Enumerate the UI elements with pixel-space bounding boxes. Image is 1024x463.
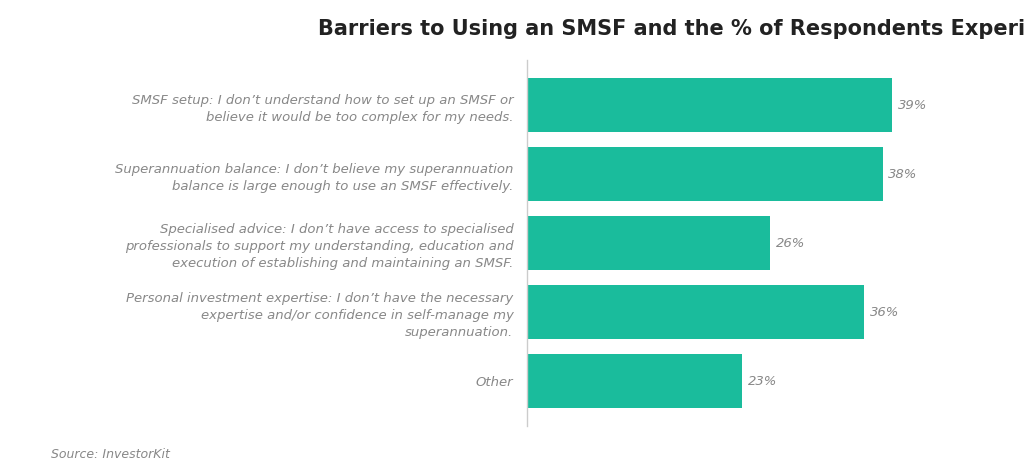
Bar xyxy=(527,216,770,270)
Text: Source: InvestorKit: Source: InvestorKit xyxy=(51,448,170,461)
Bar xyxy=(527,147,883,201)
Text: 38%: 38% xyxy=(888,168,918,181)
Text: 39%: 39% xyxy=(898,99,927,112)
Text: 36%: 36% xyxy=(869,306,899,319)
Bar xyxy=(527,78,892,132)
Bar xyxy=(527,285,864,339)
Bar xyxy=(527,354,742,408)
Text: 23%: 23% xyxy=(748,375,777,388)
Title: Barriers to Using an SMSF and the % of Respondents Experiencing Each: Barriers to Using an SMSF and the % of R… xyxy=(318,19,1024,39)
Text: 26%: 26% xyxy=(776,237,806,250)
